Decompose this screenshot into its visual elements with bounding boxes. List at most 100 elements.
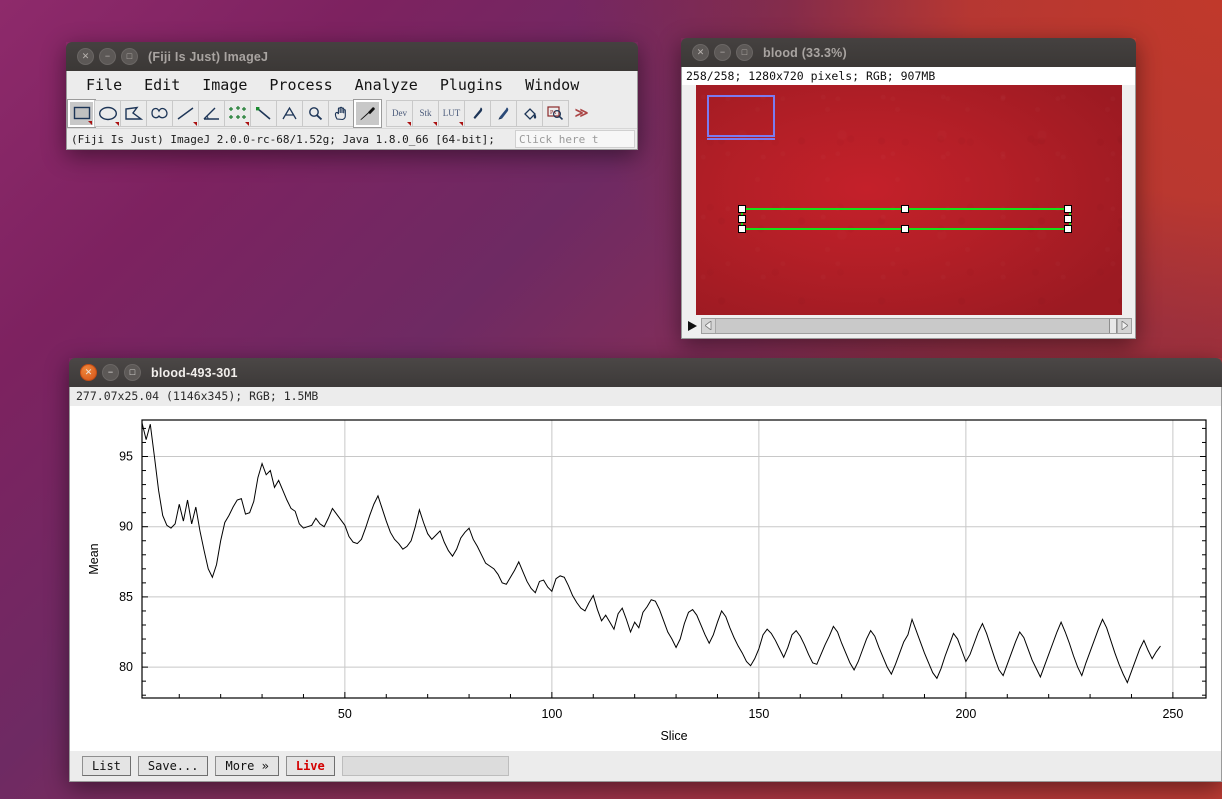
menu-analyze[interactable]: Analyze bbox=[354, 75, 418, 94]
polygon-tool[interactable] bbox=[120, 99, 147, 127]
dropdown-arrow-icon bbox=[459, 121, 463, 126]
menu-window[interactable]: Window bbox=[525, 75, 580, 94]
px-tool[interactable]: Px bbox=[542, 99, 569, 127]
close-icon[interactable]: ✕ bbox=[692, 44, 709, 61]
fiji-toolbar: Dev Stk LUT Px ≫ bbox=[67, 98, 637, 128]
plot-titlebar[interactable]: ✕ − □ blood-493-301 bbox=[69, 358, 1222, 387]
blood-status-text: 258/258; 1280x720 pixels; RGB; 907MB bbox=[682, 67, 1135, 85]
fiji-window-buttons: ✕ − □ bbox=[77, 48, 138, 65]
roi-handle[interactable] bbox=[738, 215, 746, 223]
roi-handle[interactable] bbox=[1064, 215, 1072, 223]
blood-image-window: ✕ − □ blood (33.3%) 258/258; 1280x720 pi… bbox=[681, 38, 1136, 339]
close-icon[interactable]: ✕ bbox=[77, 48, 94, 65]
plot-window-buttons: ✕ − □ bbox=[80, 364, 141, 381]
plot-chart[interactable]: 80 85 90 95 50 100 150 200 250 Slice Mean bbox=[70, 406, 1221, 746]
text-tool[interactable] bbox=[276, 99, 303, 127]
fiji-menubar: File Edit Image Process Analyze Plugins … bbox=[67, 71, 637, 98]
svg-text:Mean: Mean bbox=[87, 543, 101, 574]
svg-text:200: 200 bbox=[955, 707, 976, 721]
svg-text:100: 100 bbox=[541, 707, 562, 721]
more-tools[interactable]: ≫ bbox=[568, 100, 595, 127]
roi-rectangle-blue[interactable] bbox=[707, 95, 775, 140]
svg-text:95: 95 bbox=[119, 450, 133, 464]
minimize-icon[interactable]: − bbox=[99, 48, 116, 65]
minimize-icon[interactable]: − bbox=[102, 364, 119, 381]
dev-tool[interactable]: Dev bbox=[386, 99, 413, 127]
plot-button-row: List Save... More » Live bbox=[70, 751, 1221, 781]
plot-window: ✕ − □ blood-493-301 277.07x25.04 (1146x3… bbox=[69, 358, 1222, 782]
maximize-icon[interactable]: □ bbox=[736, 44, 753, 61]
fiji-titlebar[interactable]: ✕ − □ (Fiji Is Just) ImageJ bbox=[66, 42, 638, 71]
angle-tool[interactable] bbox=[198, 99, 225, 127]
fiji-window-body: File Edit Image Process Analyze Plugins … bbox=[66, 71, 638, 150]
roi-handle[interactable] bbox=[738, 225, 746, 233]
svg-text:90: 90 bbox=[119, 520, 133, 534]
dropper-tool[interactable] bbox=[353, 98, 382, 128]
roi-handle[interactable] bbox=[1064, 205, 1072, 213]
menu-process[interactable]: Process bbox=[269, 75, 333, 94]
scroll-left-arrow-icon[interactable] bbox=[702, 318, 716, 333]
maximize-icon[interactable]: □ bbox=[124, 364, 141, 381]
maximize-icon[interactable]: □ bbox=[121, 48, 138, 65]
live-button[interactable]: Live bbox=[285, 756, 335, 776]
flood-fill-tool[interactable] bbox=[516, 99, 543, 127]
point-tool[interactable] bbox=[224, 99, 251, 127]
scroll-track[interactable] bbox=[716, 318, 1109, 333]
more-button[interactable]: More » bbox=[215, 756, 279, 776]
dev-tool-label: Dev bbox=[392, 108, 407, 118]
more-tools-label: ≫ bbox=[574, 105, 589, 120]
lut-tool[interactable]: LUT bbox=[438, 99, 465, 127]
lut-tool-label: LUT bbox=[442, 108, 461, 118]
rectangle-tool[interactable] bbox=[67, 98, 96, 128]
close-icon[interactable]: ✕ bbox=[80, 364, 97, 381]
list-button[interactable]: List bbox=[82, 756, 131, 776]
play-icon[interactable] bbox=[685, 319, 699, 333]
svg-text:Px: Px bbox=[550, 110, 556, 116]
brush-tool[interactable] bbox=[490, 99, 517, 127]
blood-window-buttons: ✕ − □ bbox=[692, 44, 753, 61]
svg-text:85: 85 bbox=[119, 590, 133, 604]
plot-coordinate-field[interactable] bbox=[341, 756, 509, 776]
image-texture bbox=[696, 85, 1122, 315]
scroll-thumb[interactable] bbox=[1109, 318, 1117, 333]
minimize-icon[interactable]: − bbox=[714, 44, 731, 61]
svg-text:250: 250 bbox=[1162, 707, 1183, 721]
blood-titlebar[interactable]: ✕ − □ blood (33.3%) bbox=[681, 38, 1136, 67]
roi-handle[interactable] bbox=[901, 205, 909, 213]
scroll-right-arrow-icon[interactable] bbox=[1117, 318, 1131, 333]
svg-text:150: 150 bbox=[748, 707, 769, 721]
roi-handle[interactable] bbox=[901, 225, 909, 233]
freehand-tool[interactable] bbox=[146, 99, 173, 127]
plot-window-title: blood-493-301 bbox=[151, 365, 238, 380]
menu-plugins[interactable]: Plugins bbox=[439, 75, 504, 94]
blood-canvas-wrap bbox=[682, 85, 1135, 315]
stack-scrollbar[interactable] bbox=[701, 317, 1132, 334]
roi-handle[interactable] bbox=[1064, 225, 1072, 233]
menu-file[interactable]: File bbox=[86, 75, 123, 94]
dropdown-arrow-icon bbox=[433, 121, 437, 126]
fiji-statusbar: (Fiji Is Just) ImageJ 2.0.0-rc-68/1.52g;… bbox=[67, 128, 637, 149]
dropdown-arrow-icon bbox=[193, 121, 197, 126]
magnifier-tool[interactable] bbox=[302, 99, 329, 127]
roi-rectangle-green[interactable] bbox=[738, 205, 1072, 233]
save-button[interactable]: Save... bbox=[137, 756, 209, 776]
fiji-status-text: (Fiji Is Just) ImageJ 2.0.0-rc-68/1.52g;… bbox=[71, 132, 495, 146]
dropdown-arrow-icon bbox=[245, 121, 249, 126]
image-canvas[interactable] bbox=[696, 85, 1122, 315]
line-tool[interactable] bbox=[172, 99, 199, 127]
stk-tool-label: Stk bbox=[419, 108, 432, 118]
fiji-window-title: (Fiji Is Just) ImageJ bbox=[148, 49, 269, 64]
plot-canvas-area: 80 85 90 95 50 100 150 200 250 Slice Mean bbox=[70, 406, 1221, 751]
menu-edit[interactable]: Edit bbox=[144, 75, 181, 94]
svg-text:80: 80 bbox=[119, 660, 133, 674]
roi-handle[interactable] bbox=[738, 205, 746, 213]
dropdown-arrow-icon bbox=[407, 121, 411, 126]
hand-tool[interactable] bbox=[328, 99, 355, 127]
svg-text:50: 50 bbox=[338, 707, 352, 721]
menu-image[interactable]: Image bbox=[202, 75, 248, 94]
wand-tool[interactable] bbox=[250, 99, 277, 127]
oval-tool[interactable] bbox=[94, 99, 121, 127]
pencil-tool[interactable] bbox=[464, 99, 491, 127]
stk-tool[interactable]: Stk bbox=[412, 99, 439, 127]
search-input[interactable]: Click here t bbox=[515, 130, 635, 148]
